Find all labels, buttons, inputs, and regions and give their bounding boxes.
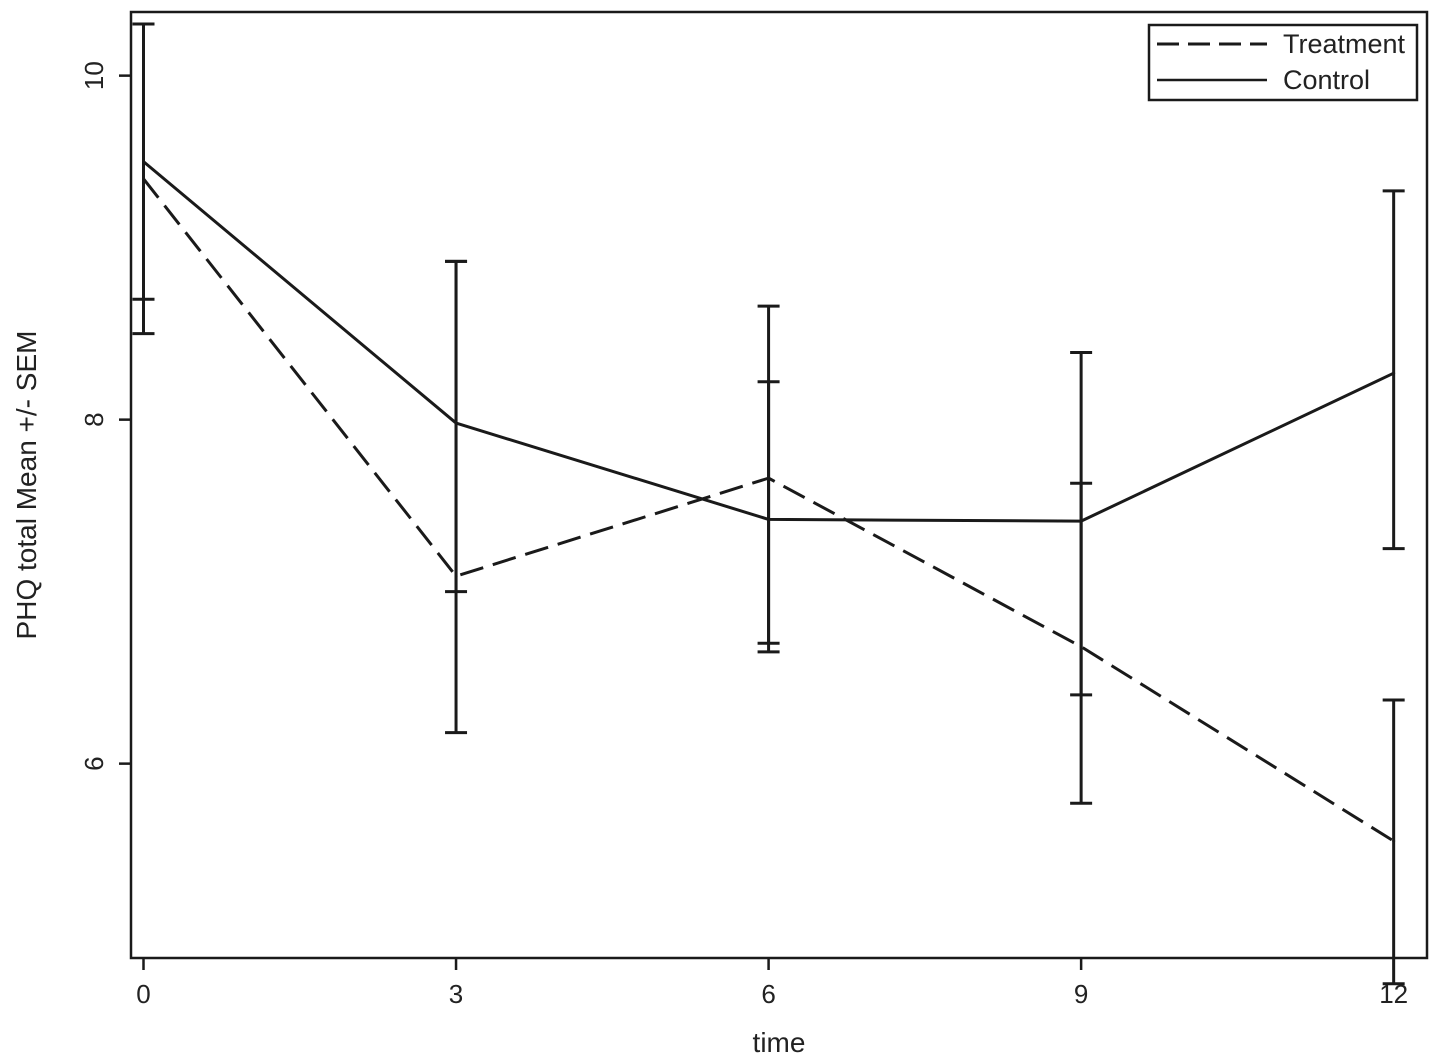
y-axis-label: PHQ total Mean +/- SEM [11, 331, 42, 640]
data-point-control [454, 421, 458, 425]
x-tick-label: 3 [449, 979, 463, 1009]
x-tick-label: 6 [761, 979, 775, 1009]
data-point-control [142, 160, 146, 164]
series-layer [132, 22, 1405, 986]
y-axis: 6 8 10 [79, 61, 131, 771]
y-tick-label: 8 [79, 412, 109, 426]
series-control [132, 22, 1405, 805]
x-axis-label: time [753, 1027, 806, 1058]
x-tick-label: 9 [1074, 979, 1088, 1009]
legend-box [1147, 23, 1419, 102]
legend: Treatment Control [1147, 23, 1419, 102]
plot-frame [129, 10, 1429, 960]
legend-label-control: Control [1283, 65, 1370, 95]
y-tick-label: 6 [79, 756, 109, 770]
data-point-control [1079, 519, 1083, 523]
data-point-treatment [1392, 839, 1396, 843]
y-tick-label: 10 [79, 61, 109, 90]
x-tick-label: 0 [136, 979, 150, 1009]
x-axis: 0 3 6 9 12 [136, 958, 1408, 1009]
data-point-control [767, 517, 771, 521]
data-point-control [1392, 371, 1396, 375]
legend-label-treatment: Treatment [1283, 29, 1406, 59]
